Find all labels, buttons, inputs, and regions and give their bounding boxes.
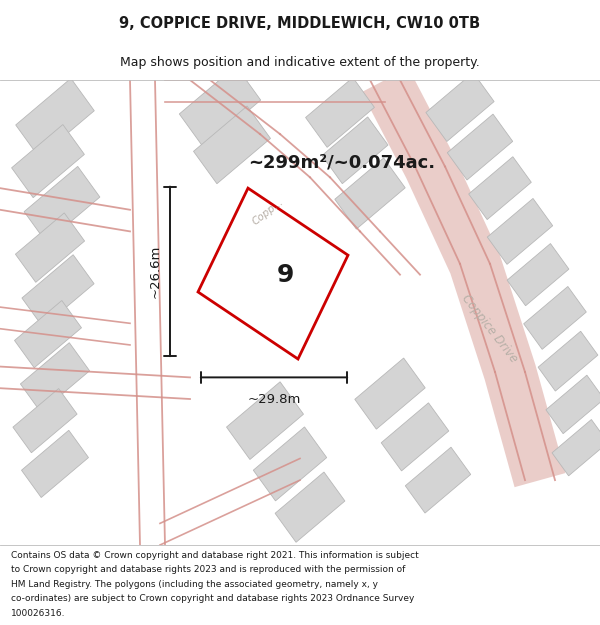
Text: Contains OS data © Crown copyright and database right 2021. This information is : Contains OS data © Crown copyright and d… <box>11 551 419 559</box>
Polygon shape <box>194 106 271 184</box>
Text: Map shows position and indicative extent of the property.: Map shows position and indicative extent… <box>120 56 480 69</box>
Text: 9, COPPICE DRIVE, MIDDLEWICH, CW10 0TB: 9, COPPICE DRIVE, MIDDLEWICH, CW10 0TB <box>119 16 481 31</box>
Polygon shape <box>253 427 326 501</box>
Text: ~26.6m: ~26.6m <box>149 245 162 298</box>
Polygon shape <box>447 114 513 180</box>
Polygon shape <box>469 157 531 219</box>
Polygon shape <box>24 166 100 242</box>
Polygon shape <box>381 403 449 471</box>
Polygon shape <box>305 78 374 148</box>
Polygon shape <box>335 158 405 229</box>
Text: ~299m²/~0.074ac.: ~299m²/~0.074ac. <box>248 154 435 172</box>
Polygon shape <box>355 358 425 429</box>
Polygon shape <box>275 472 345 542</box>
Polygon shape <box>14 301 82 368</box>
Polygon shape <box>524 286 586 349</box>
Polygon shape <box>405 447 471 513</box>
Polygon shape <box>552 419 600 476</box>
Polygon shape <box>22 255 94 327</box>
Polygon shape <box>227 382 304 459</box>
Polygon shape <box>487 199 553 264</box>
Polygon shape <box>16 78 94 158</box>
Polygon shape <box>538 331 598 391</box>
Polygon shape <box>20 342 89 412</box>
Polygon shape <box>13 389 77 452</box>
Text: 100026316.: 100026316. <box>11 609 65 618</box>
Polygon shape <box>22 430 88 498</box>
Text: 9: 9 <box>277 262 293 287</box>
Polygon shape <box>426 72 494 141</box>
Polygon shape <box>546 375 600 434</box>
Text: HM Land Registry. The polygons (including the associated geometry, namely x, y: HM Land Registry. The polygons (includin… <box>11 580 378 589</box>
Polygon shape <box>322 117 388 184</box>
Text: ~29.8m: ~29.8m <box>247 392 301 406</box>
Polygon shape <box>16 213 85 282</box>
Polygon shape <box>507 244 569 306</box>
Polygon shape <box>179 66 260 148</box>
Text: Copp...: Copp... <box>250 197 286 227</box>
Text: Coppice Drive: Coppice Drive <box>460 292 521 365</box>
Text: co-ordinates) are subject to Crown copyright and database rights 2023 Ordnance S: co-ordinates) are subject to Crown copyr… <box>11 594 414 603</box>
Polygon shape <box>11 124 85 198</box>
Text: to Crown copyright and database rights 2023 and is reproduced with the permissio: to Crown copyright and database rights 2… <box>11 565 405 574</box>
